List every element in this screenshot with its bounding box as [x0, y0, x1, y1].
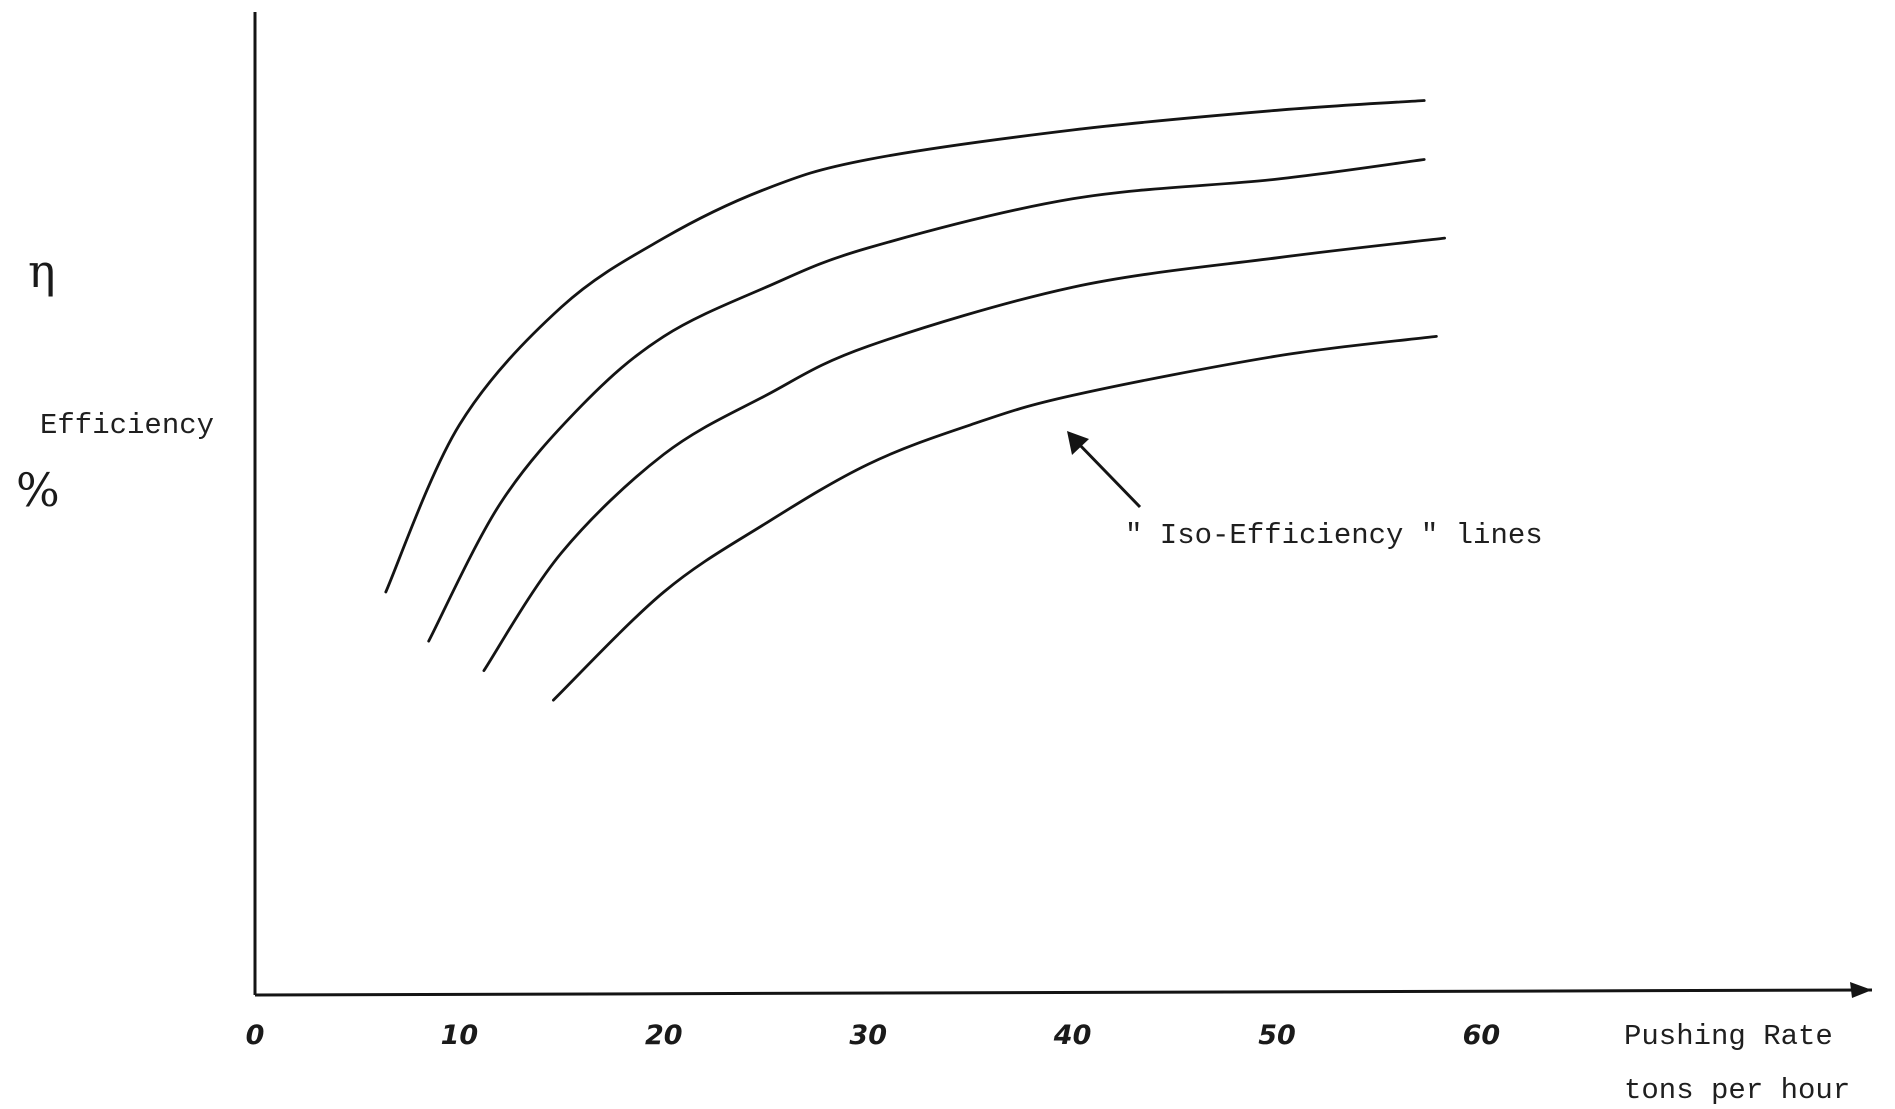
x-axis-unit: tons per hour [1624, 1074, 1850, 1107]
y-axis-unit: % [16, 463, 60, 517]
x-axis-label: Pushing Rate [1624, 1020, 1833, 1053]
iso-efficiency-line-1 [384, 99, 1426, 594]
x-tick-label-30: 30 [849, 1020, 887, 1051]
x-axis [254, 988, 1873, 997]
iso-efficiency-curves [384, 99, 1446, 702]
iso-efficiency-line-2 [427, 158, 1426, 643]
iso-efficiency-annotation: " Iso-Efficiency " lines [1125, 519, 1543, 552]
x-tick-label-0: 0 [246, 1020, 265, 1051]
x-tick-label-40: 40 [1053, 1020, 1092, 1051]
x-tick-label-50: 50 [1258, 1020, 1296, 1051]
x-tick-label-10: 10 [441, 1020, 479, 1051]
iso-efficiency-line-3 [482, 236, 1446, 672]
x-tick-labels: 0 10 20 30 40 50 60 [246, 1020, 1501, 1051]
annotation-arrowhead [1067, 431, 1089, 455]
x-tick-label-60: 60 [1463, 1020, 1501, 1051]
y-axis-symbol: η [28, 244, 56, 298]
y-axis-label: Efficiency [40, 409, 214, 442]
iso-efficiency-line-4 [552, 335, 1438, 702]
annotation-arrow-shaft [1073, 438, 1142, 509]
x-axis-arrowhead [1850, 982, 1872, 998]
x-tick-label-20: 20 [645, 1020, 683, 1051]
